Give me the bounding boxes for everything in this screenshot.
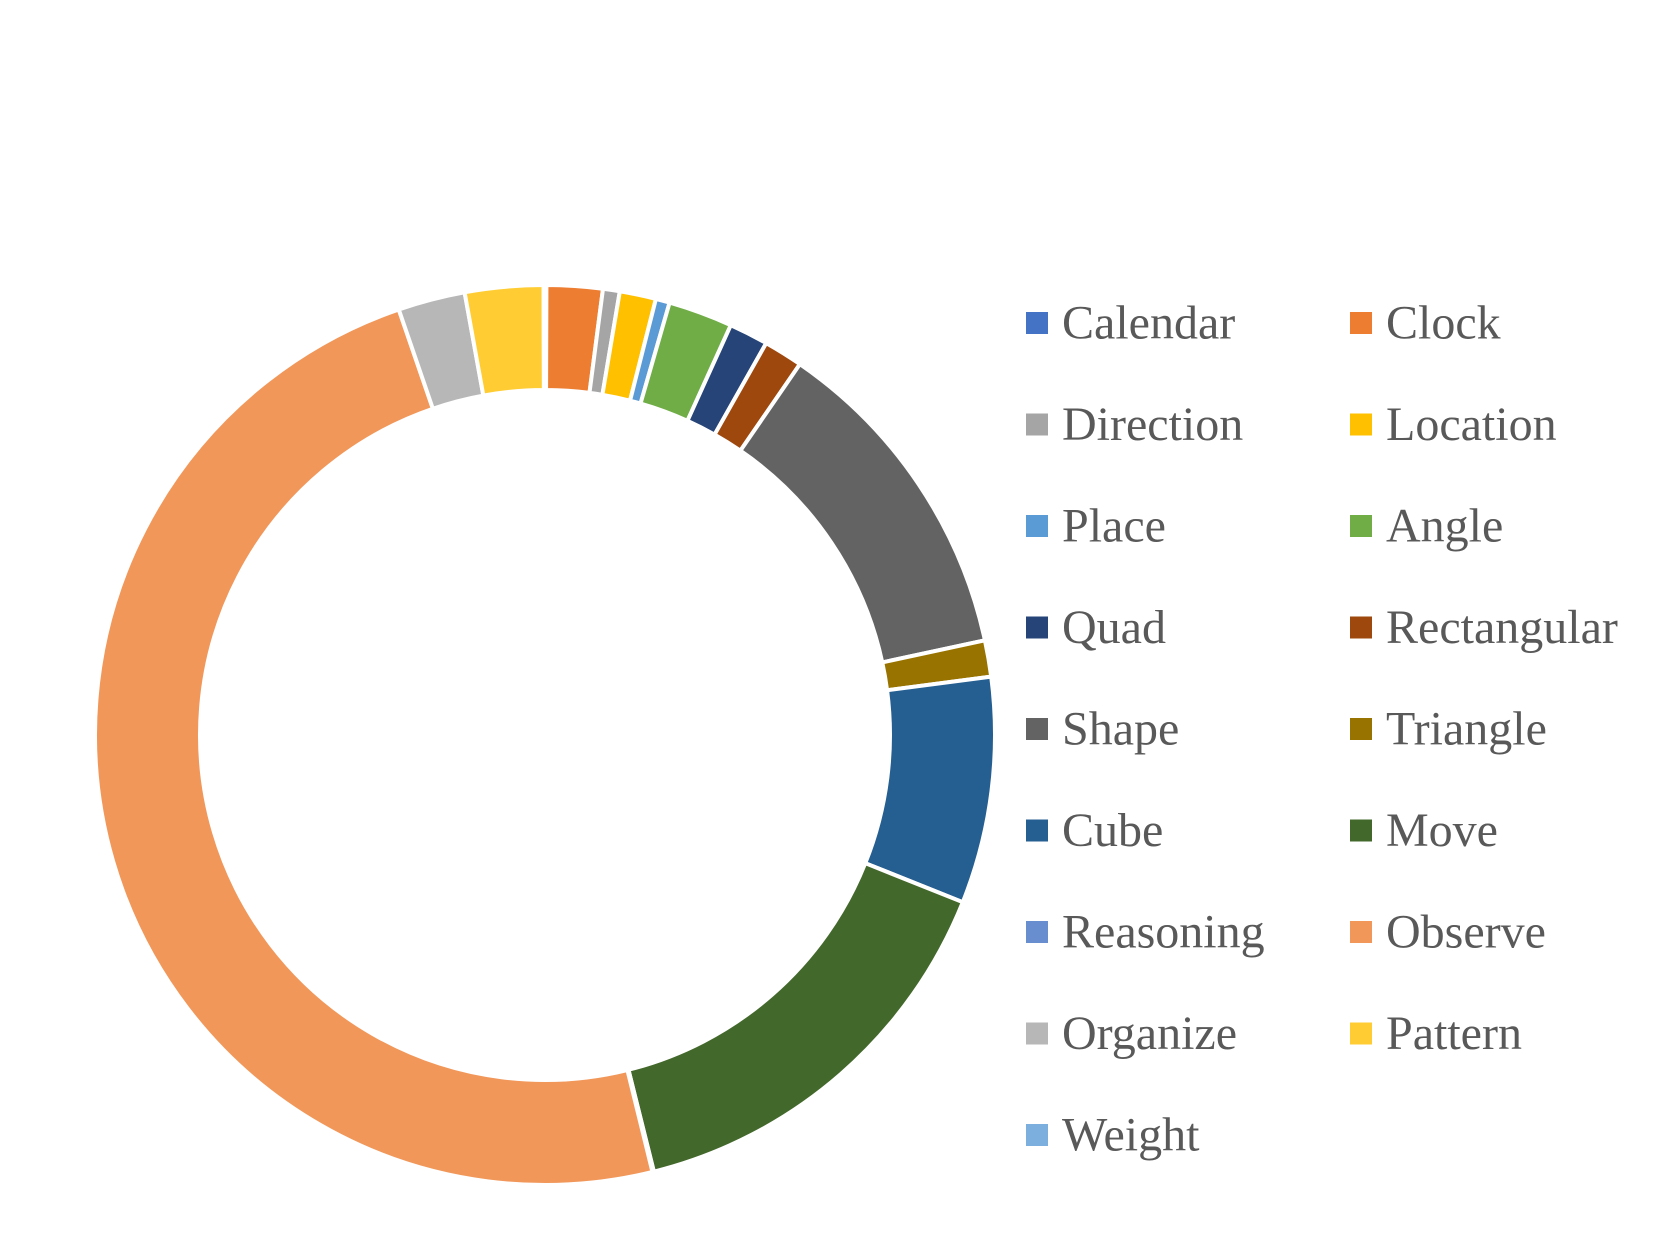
legend-item-place: Place bbox=[1026, 500, 1166, 553]
legend-swatch-organize bbox=[1026, 1022, 1048, 1045]
legend-swatch-rectangular bbox=[1350, 616, 1372, 639]
legend-item-pattern: Pattern bbox=[1350, 1007, 1522, 1060]
legend-label-organize: Organize bbox=[1062, 1007, 1237, 1060]
slice-cube bbox=[863, 674, 997, 905]
legend-label-move: Move bbox=[1386, 804, 1498, 857]
slice-observe bbox=[92, 307, 655, 1188]
legend-item-cube: Cube bbox=[1026, 804, 1163, 857]
legend-swatch-reasoning bbox=[1026, 921, 1048, 943]
legend-swatch-clock bbox=[1350, 312, 1372, 334]
legend-label-quad: Quad bbox=[1062, 601, 1166, 654]
legend-swatch-shape bbox=[1026, 718, 1048, 740]
legend-label-angle: Angle bbox=[1386, 500, 1503, 553]
legend-item-location: Location bbox=[1350, 398, 1557, 451]
legend-swatch-observe bbox=[1350, 921, 1372, 943]
legend-item-move: Move bbox=[1350, 804, 1498, 857]
legend-item-observe: Observe bbox=[1350, 906, 1546, 959]
legend-label-direction: Direction bbox=[1062, 398, 1243, 451]
legend-label-cube: Cube bbox=[1062, 804, 1163, 857]
legend-swatch-triangle bbox=[1350, 718, 1372, 740]
legend-label-reasoning: Reasoning bbox=[1062, 906, 1265, 959]
legend-item-weight: Weight bbox=[1026, 1109, 1200, 1162]
legend-swatch-pattern bbox=[1350, 1022, 1372, 1045]
legend-label-triangle: Triangle bbox=[1386, 703, 1547, 756]
legend-swatch-calendar bbox=[1026, 312, 1048, 334]
legend-swatch-direction bbox=[1026, 413, 1048, 436]
legend-item-angle: Angle bbox=[1350, 500, 1503, 553]
legend-item-clock: Clock bbox=[1350, 297, 1501, 350]
legend-item-calendar: Calendar bbox=[1026, 297, 1235, 350]
legend-swatch-move bbox=[1350, 819, 1372, 842]
slice-weight bbox=[541, 282, 547, 393]
legend-label-location: Location bbox=[1386, 398, 1557, 451]
legend-label-weight: Weight bbox=[1062, 1109, 1200, 1162]
legend-swatch-weight bbox=[1026, 1124, 1048, 1146]
legend-item-reasoning: Reasoning bbox=[1026, 906, 1265, 959]
legend: Calendar Clock Direction Location Place Angle… bbox=[1026, 297, 1618, 1162]
legend-item-quad: Quad bbox=[1026, 601, 1166, 654]
legend-label-place: Place bbox=[1062, 500, 1166, 553]
legend-swatch-cube bbox=[1026, 819, 1048, 842]
legend-label-observe: Observe bbox=[1386, 906, 1546, 959]
legend-label-calendar: Calendar bbox=[1062, 297, 1235, 350]
legend-swatch-quad bbox=[1026, 616, 1048, 639]
legend-item-direction: Direction bbox=[1026, 398, 1243, 451]
legend-label-rectangular: Rectangular bbox=[1386, 601, 1618, 654]
legend-swatch-location bbox=[1350, 413, 1372, 436]
legend-item-triangle: Triangle bbox=[1350, 703, 1547, 756]
legend-label-shape: Shape bbox=[1062, 703, 1179, 756]
legend-item-organize: Organize bbox=[1026, 1007, 1237, 1060]
slice-shape bbox=[738, 362, 987, 665]
legend-swatch-place bbox=[1026, 515, 1048, 537]
legend-label-clock: Clock bbox=[1386, 297, 1501, 350]
slice-move bbox=[626, 861, 965, 1174]
legend-label-pattern: Pattern bbox=[1386, 1007, 1522, 1060]
legend-swatch-angle bbox=[1350, 515, 1372, 537]
doughnut-slices bbox=[92, 282, 997, 1188]
legend-item-rectangular: Rectangular bbox=[1350, 601, 1618, 654]
legend-item-shape: Shape bbox=[1026, 703, 1179, 756]
